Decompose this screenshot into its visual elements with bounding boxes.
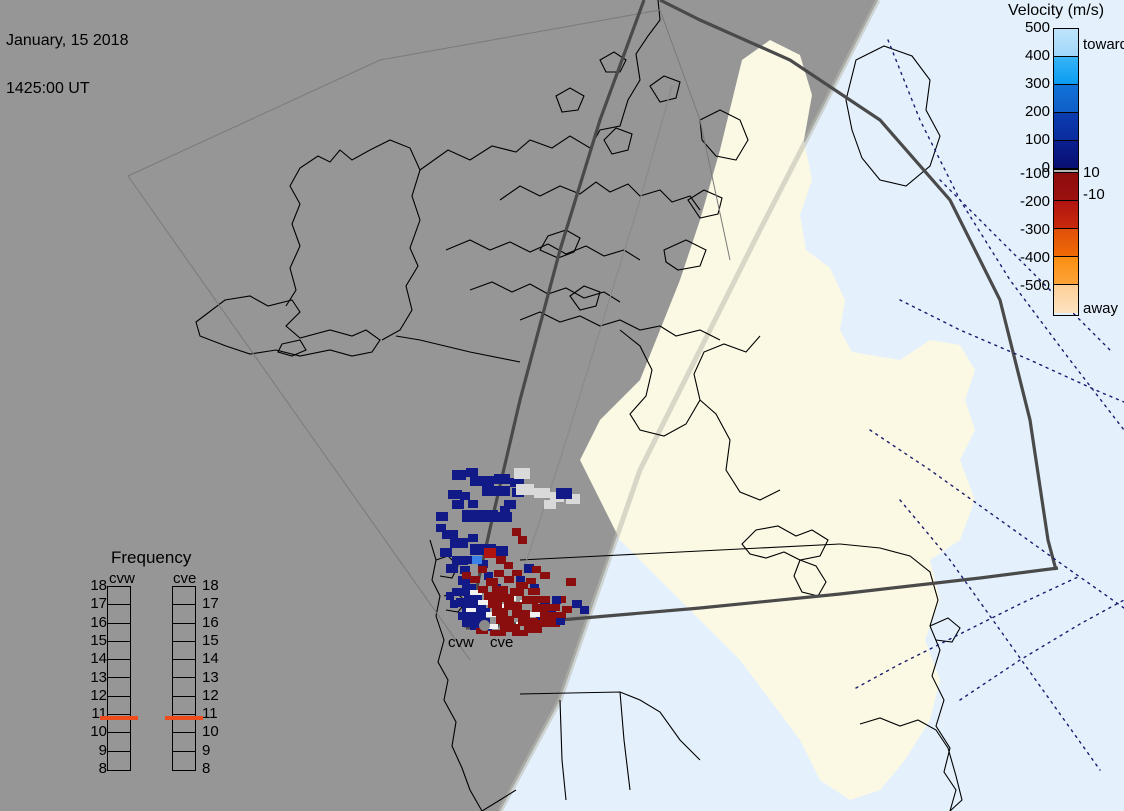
velocity-band--500-to--400 (1054, 285, 1078, 313)
frequency-tick-right-12: 12 (202, 686, 219, 704)
frequency-tick-left-15: 15 (90, 631, 107, 649)
frequency-tick-left-8: 8 (98, 760, 107, 777)
frequency-tick-left-10: 10 (90, 723, 107, 741)
velocity-colorbar (1053, 28, 1079, 316)
velocity-tick--100: -100 (1019, 165, 1050, 182)
radar-site-marker (479, 620, 490, 631)
frequency-tick-left-16: 16 (90, 613, 107, 631)
frequency-tick-right-16: 16 (202, 613, 219, 631)
frequency-segment (108, 605, 130, 624)
daylight-land (580, 40, 975, 800)
frequency-segment (108, 642, 130, 661)
terminator-line (497, 0, 881, 811)
frequency-legend-title: Frequency (111, 548, 192, 567)
frequency-indicator-cve (165, 715, 203, 720)
velocity-legend: Velocity (m/s) 10 -10 toward away 500 400… (1005, 0, 1124, 330)
frequency-column-label-cvw: cvw (109, 570, 135, 587)
velocity-zero-lower-label: -10 (1083, 186, 1105, 203)
velocity-tick-500: 500 (1024, 19, 1050, 36)
magnetic-grid (855, 39, 1124, 771)
frequency-tick-left-13: 13 (90, 668, 107, 686)
velocity-tick--400: -400 (1019, 249, 1050, 266)
frequency-segment (173, 697, 195, 716)
frequency-bar-cve (172, 586, 196, 771)
frequency-tick-left-9: 9 (98, 741, 107, 759)
frequency-tick-left-12: 12 (90, 686, 107, 704)
frequency-tick-right-14: 14 (202, 650, 219, 668)
frequency-segment (108, 733, 130, 752)
velocity-band-zero (1054, 169, 1078, 173)
frequency-tick-right-15: 15 (202, 631, 219, 649)
velocity-tick-100: 100 (1024, 131, 1050, 148)
night-shading (0, 0, 878, 811)
frequency-segment (173, 752, 195, 770)
frequency-tick-left-14: 14 (90, 650, 107, 668)
date-label: January, 15 2018 (6, 32, 129, 49)
frequency-tick-right-9: 9 (202, 741, 211, 759)
frequency-segment (173, 733, 195, 752)
timestamp: January, 15 2018 1425:00 UT (6, 1, 128, 129)
frequency-segment (108, 752, 130, 770)
velocity-legend-title: Velocity (m/s) (1008, 2, 1105, 19)
site-label-cvw: cvw (448, 634, 474, 651)
velocity-toward-label: toward (1083, 36, 1124, 53)
velocity-cells (436, 468, 589, 636)
frequency-bar-cvw (107, 586, 131, 771)
frequency-tick-right-8: 8 (202, 760, 211, 777)
velocity-band--100-to--10 (1054, 173, 1078, 201)
frequency-segment (173, 678, 195, 697)
frequency-segment (108, 587, 130, 606)
frequency-segment (108, 715, 130, 734)
velocity-band-400-to-500 (1054, 29, 1078, 57)
velocity-band--200-to--100 (1054, 201, 1078, 229)
velocity-tick--500: -500 (1019, 277, 1050, 294)
frequency-legend: Frequency cvw cve 18 18 17 17 16 16 15 15 14 14 13… (85, 548, 240, 788)
frequency-indicator-cvw (100, 715, 138, 720)
velocity-tick-400: 400 (1024, 47, 1050, 64)
velocity-away-label: away (1083, 300, 1119, 317)
frequency-segment (108, 624, 130, 642)
velocity-band--300-to--200 (1054, 229, 1078, 257)
frequency-column-label-cve: cve (173, 570, 197, 587)
frequency-tick-left-18: 18 (90, 577, 107, 594)
frequency-segment (108, 660, 130, 679)
frequency-tick-right-18: 18 (202, 577, 219, 594)
velocity-band-10-to-100 (1054, 141, 1078, 169)
frequency-segment (173, 624, 195, 642)
velocity-tick-300: 300 (1024, 75, 1050, 92)
velocity-band-100-to-200 (1054, 113, 1078, 141)
velocity-tick--200: -200 (1019, 193, 1050, 210)
frequency-tick-left-17: 17 (90, 595, 107, 613)
velocity-tick-0: 0 (1041, 159, 1050, 176)
map-boundary-lines (127, 9, 731, 661)
frequency-segment (108, 697, 130, 716)
frequency-segment (173, 587, 195, 606)
velocity-band-300-to-400 (1054, 57, 1078, 85)
frequency-segment (173, 715, 195, 734)
frequency-segment (108, 678, 130, 697)
velocity-tick--300: -300 (1019, 221, 1050, 238)
velocity-zero-upper-label: 10 (1083, 164, 1100, 181)
frequency-segment (173, 642, 195, 661)
frequency-tick-right-13: 13 (202, 668, 219, 686)
time-label: 1425:00 UT (6, 80, 90, 97)
frequency-tick-right-10: 10 (202, 723, 219, 741)
site-label-cve: cve (490, 634, 514, 651)
frequency-tick-right-11: 11 (202, 705, 218, 723)
frequency-tick-right-17: 17 (202, 595, 219, 613)
velocity-band-200-to-300 (1054, 85, 1078, 113)
frequency-segment (173, 660, 195, 679)
frequency-segment (173, 605, 195, 624)
velocity-tick-200: 200 (1024, 103, 1050, 120)
velocity-band--400-to--300 (1054, 257, 1078, 285)
coastlines (195, 0, 963, 811)
